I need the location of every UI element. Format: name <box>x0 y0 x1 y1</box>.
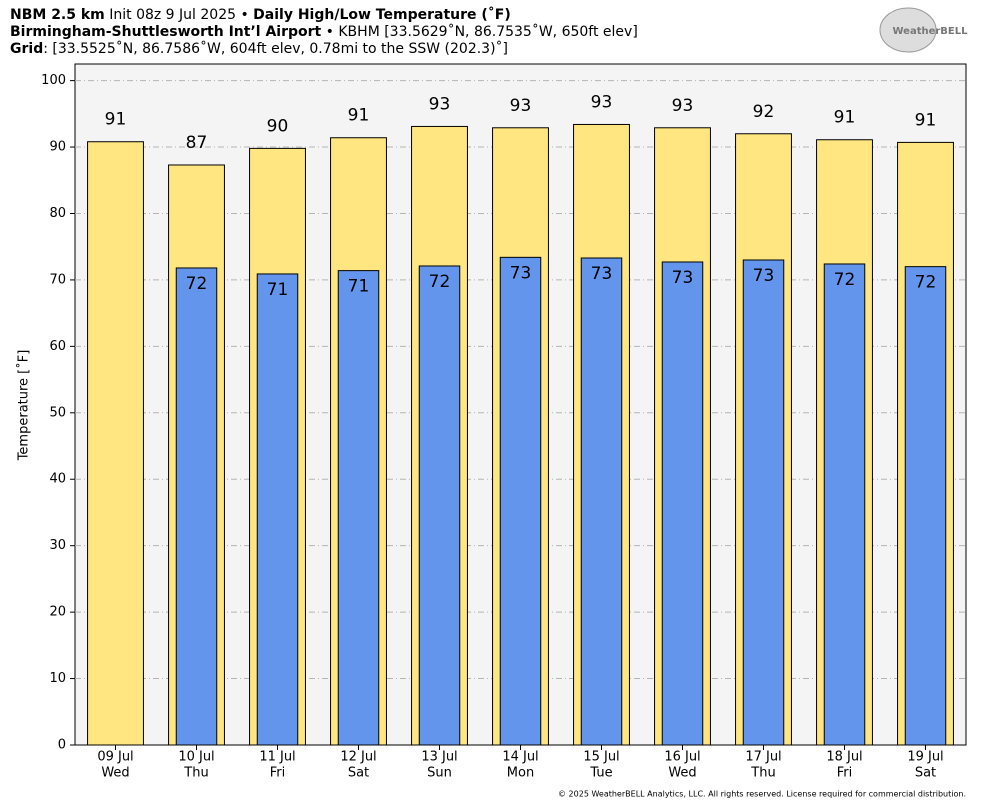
y-tick-label: 70 <box>49 272 66 287</box>
value-label: 73 <box>591 264 613 284</box>
title-part: Daily High/Low Temperature (˚F) <box>253 6 511 23</box>
y-tick-label: 80 <box>49 206 66 221</box>
value-label: 71 <box>267 280 289 300</box>
value-label: 91 <box>348 106 370 126</box>
title-part: Init 08z 9 Jul 2025 • <box>105 7 253 23</box>
y-tick-label: 100 <box>41 73 66 88</box>
subtitle-part: Birmingham-Shuttlesworth Int’l Airport <box>10 24 322 40</box>
x-tick-label: Sat <box>915 766 936 781</box>
value-label: 73 <box>672 268 694 288</box>
bar <box>580 257 623 746</box>
value-label: 87 <box>186 133 208 153</box>
title-part: NBM 2.5 km <box>10 7 105 23</box>
value-label: 72 <box>186 274 208 294</box>
y-axis-label: Temperature [˚F] <box>16 350 32 462</box>
bar <box>337 270 380 746</box>
bar <box>823 263 866 746</box>
x-tick-label: 16 Jul <box>664 750 700 765</box>
chart-title: NBM 2.5 km Init 08z 9 Jul 2025 • Daily H… <box>10 6 511 23</box>
y-tick-label: 40 <box>49 472 66 487</box>
x-tick-label: Wed <box>101 766 129 781</box>
x-tick-label: 13 Jul <box>421 750 457 765</box>
value-label: 72 <box>915 273 937 293</box>
x-tick-label: Fri <box>270 766 286 781</box>
value-label: 72 <box>429 272 451 292</box>
x-tick-label: 14 Jul <box>502 750 538 765</box>
value-label: 71 <box>348 277 370 297</box>
logo: WeatherBELL <box>892 26 968 37</box>
x-tick-label: Thu <box>183 766 208 781</box>
grid-info: Grid: [33.5525˚N, 86.7586˚W, 604ft elev,… <box>10 40 508 57</box>
bar <box>418 265 461 746</box>
value-label: 93 <box>672 96 694 116</box>
value-label: 91 <box>915 110 937 130</box>
bar <box>742 259 785 746</box>
value-label: 91 <box>834 108 856 128</box>
bar <box>175 267 218 746</box>
value-label: 91 <box>105 110 127 130</box>
y-tick-label: 30 <box>49 538 66 553</box>
x-tick-label: 15 Jul <box>583 750 619 765</box>
x-tick-label: Sun <box>427 766 452 781</box>
x-tick-label: 19 Jul <box>907 750 943 765</box>
y-tick-label: 10 <box>49 671 66 686</box>
x-tick-label: 10 Jul <box>178 750 214 765</box>
bar <box>87 141 144 746</box>
value-label: 92 <box>753 102 775 122</box>
x-tick-label: 18 Jul <box>826 750 862 765</box>
value-label: 93 <box>591 92 613 112</box>
chart-subtitle: Birmingham-Shuttlesworth Int’l Airport •… <box>10 23 638 40</box>
bar <box>661 261 704 746</box>
value-label: 93 <box>510 96 532 116</box>
y-tick-label: 50 <box>49 405 66 420</box>
x-tick-label: 17 Jul <box>745 750 781 765</box>
x-tick-label: Tue <box>589 766 612 781</box>
logo-mark <box>879 7 937 53</box>
grid-info-part: Grid <box>10 41 43 57</box>
x-tick-label: Wed <box>668 766 696 781</box>
y-tick-label: 0 <box>58 738 66 753</box>
y-tick-label: 90 <box>49 140 66 155</box>
bar <box>904 266 947 746</box>
bar <box>499 256 542 746</box>
grid-info-part: : [33.5525˚N, 86.7586˚W, 604ft elev, 0.7… <box>43 40 508 57</box>
y-tick-label: 20 <box>49 605 66 620</box>
bar <box>256 273 299 746</box>
y-tick-label: 60 <box>49 339 66 354</box>
x-tick-label: Sat <box>348 766 369 781</box>
x-tick-label: 12 Jul <box>340 750 376 765</box>
x-tick-label: 11 Jul <box>259 750 295 765</box>
value-label: 72 <box>834 270 856 290</box>
value-label: 73 <box>753 266 775 286</box>
footer: © 2025 WeatherBELL Analytics, LLC. All r… <box>558 790 966 799</box>
subtitle-part: • KBHM [33.5629˚N, 86.7535˚W, 650ft elev… <box>321 23 638 40</box>
x-tick-label: Fri <box>837 766 853 781</box>
value-label: 73 <box>510 263 532 283</box>
x-tick-label: Thu <box>750 766 775 781</box>
value-label: 90 <box>267 116 289 136</box>
x-tick-label: 09 Jul <box>97 750 133 765</box>
value-label: 93 <box>429 94 451 114</box>
x-tick-label: Mon <box>507 766 534 781</box>
